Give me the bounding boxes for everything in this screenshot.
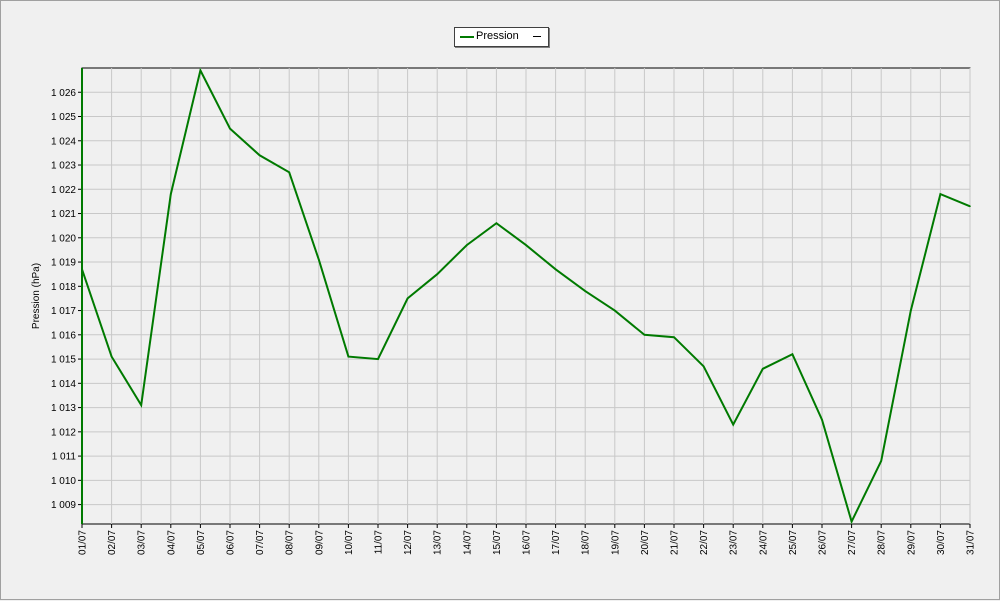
x-tick-label: 22/07 [699,530,710,555]
data-point [525,244,527,246]
x-tick-label: 27/07 [847,530,858,555]
data-point [554,268,557,271]
x-tick-label: 02/07 [107,530,118,555]
x-tick-label: 25/07 [788,530,799,555]
data-point [702,365,705,368]
legend-label-pression: Pression [476,30,519,42]
data-point [229,127,231,130]
data-point [495,222,498,225]
data-point [673,336,675,339]
x-tick-label: 19/07 [610,530,621,555]
x-tick-label: 08/07 [285,530,296,555]
data-point [81,268,83,271]
y-tick-label: 1 021 [51,209,76,220]
data-point [318,258,320,261]
data-point [406,297,409,300]
x-axis-ticks: 01/07 02/07 03/07 04/07 05/07 06/07 07/07 08/07… [78,524,977,555]
y-tick-label: 1 018 [51,282,76,293]
x-tick-label: 24/07 [758,530,769,555]
x-tick-label: 18/07 [581,530,592,555]
data-point [791,353,794,356]
y-tick-label: 1 015 [51,355,76,366]
data-point [140,404,142,406]
x-tick-label: 13/07 [433,530,444,555]
x-tick-label: 26/07 [818,530,829,555]
data-point [732,423,734,426]
data-point [762,367,764,370]
y-tick-label: 1 020 [51,233,76,244]
x-tick-label: 21/07 [670,530,681,555]
x-tick-label: 06/07 [226,530,237,555]
data-point [969,205,971,208]
y-tick-label: 1 017 [51,306,76,317]
y-tick-label: 1 012 [51,427,76,438]
x-tick-label: 20/07 [640,530,651,555]
y-tick-label: 1 019 [51,258,76,269]
data-point [584,290,586,292]
y-tick-label: 1 024 [51,136,76,147]
y-tick-label: 1 010 [51,476,76,487]
y-tick-label: 1 023 [51,161,76,172]
x-tick-label: 09/07 [314,530,325,555]
y-tick-label: 1 011 [52,452,77,463]
y-axis-ticks: 1 009 1 010 1 011 1 012 1 013 1 014 1 015 1 016… [51,88,82,511]
x-tick-label: 28/07 [877,530,888,555]
data-point [347,355,350,358]
x-tick-label: 03/07 [137,530,148,555]
x-tick-label: 12/07 [403,530,414,555]
x-tick-label: 17/07 [551,530,562,555]
x-tick-label: 16/07 [522,530,533,555]
x-tick-label: 01/07 [78,530,89,555]
x-tick-label: 05/07 [196,530,207,555]
x-tick-label: 29/07 [906,530,917,555]
y-tick-label: 1 025 [51,112,76,123]
data-point [850,520,853,523]
x-tick-label: 04/07 [166,530,177,555]
legend: Pression [454,27,549,47]
data-point [821,418,823,421]
y-axis-title: Pression (hPa) [31,263,42,329]
y-tick-label: 1 009 [51,500,76,511]
y-tick-label: 1 013 [51,403,76,414]
x-tick-label: 10/07 [344,530,355,555]
data-point [466,244,468,246]
data-point [258,154,261,157]
data-point [436,273,439,275]
x-tick-label: 23/07 [729,530,740,555]
x-tick-label: 14/07 [462,530,473,555]
data-point [614,309,616,312]
legend-swatch-pression [460,36,474,38]
x-tick-label: 30/07 [936,530,947,555]
data-point [939,193,942,195]
series-layer [81,67,971,525]
x-tick-label: 15/07 [492,530,503,555]
y-gridlines [82,91,970,506]
data-point [170,193,172,195]
x-tick-label: 31/07 [966,530,977,555]
y-tick-label: 1 026 [51,88,76,99]
y-tick-label: 1 022 [51,185,76,196]
x-tick-label: 11/07 [374,530,385,555]
data-point [199,69,202,72]
data-point [110,355,113,358]
data-point [288,171,291,174]
legend-dash-mark [533,36,541,37]
y-tick-label: 1 014 [51,379,76,390]
data-point [643,334,646,336]
data-point [377,358,379,360]
y-tick-label: 1 016 [51,330,76,341]
x-tick-label: 07/07 [255,530,266,555]
data-point [880,460,882,462]
data-point [910,309,912,312]
